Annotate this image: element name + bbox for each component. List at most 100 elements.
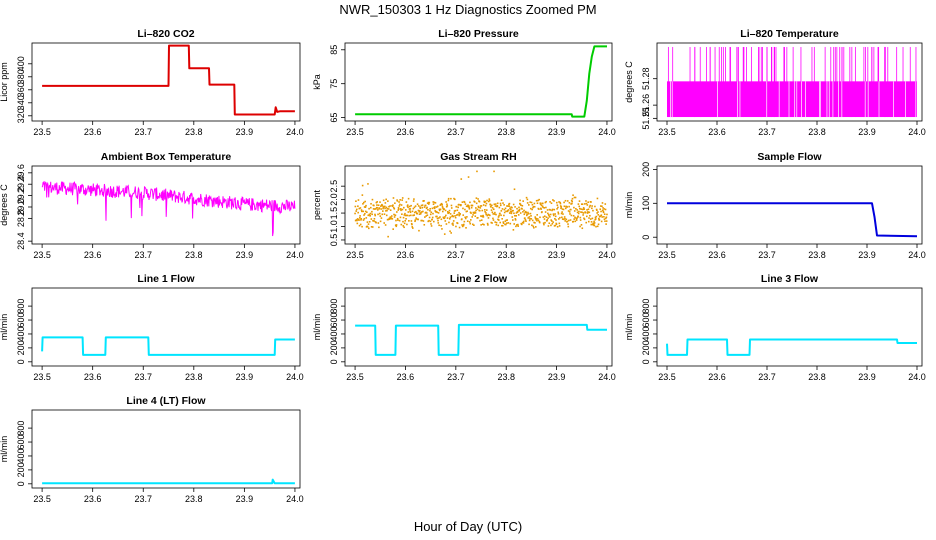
data-point	[354, 212, 356, 215]
y-tick-label: 0	[641, 235, 651, 240]
y-tick-label: 0	[16, 359, 26, 364]
data-point	[362, 210, 365, 213]
data-point	[475, 197, 478, 199]
data-point	[376, 201, 379, 203]
data-point	[396, 200, 399, 202]
data-point	[582, 208, 584, 211]
data-point	[357, 211, 359, 214]
data-point	[368, 213, 371, 216]
data-point	[382, 210, 384, 212]
x-tick-label: 24.0	[908, 127, 926, 137]
x-tick-label: 23.5	[346, 372, 364, 382]
panel-10: Line 4 (LT) Flow ml/min 23.5 23.6 23.7 23.8 23…	[0, 395, 304, 504]
data-point	[364, 200, 366, 203]
x-tick-label: 23.9	[236, 494, 254, 504]
data-point	[559, 201, 561, 204]
data-point	[527, 212, 530, 215]
data-point	[535, 199, 538, 202]
data-point	[503, 204, 505, 206]
data-point	[494, 205, 497, 207]
data-point	[584, 203, 586, 205]
x-tick-label: 23.5	[346, 127, 364, 137]
data-point	[508, 202, 511, 205]
data-point	[397, 219, 399, 222]
data-point	[395, 225, 398, 228]
data-point	[383, 205, 386, 208]
data-point	[379, 215, 382, 217]
data-point	[552, 199, 554, 201]
data-point	[515, 225, 517, 228]
data-point	[406, 205, 409, 207]
data-point	[601, 216, 603, 218]
y-tick-label: 600	[641, 313, 651, 328]
data-point	[494, 221, 496, 223]
y-axis-label: percent	[312, 189, 322, 220]
data-point	[397, 209, 400, 211]
data-point	[426, 214, 429, 216]
data-point	[460, 178, 463, 180]
data-point	[509, 222, 512, 225]
data-point	[585, 221, 588, 224]
data-point	[600, 214, 603, 217]
y-tick-label: 29.2	[16, 187, 26, 205]
data-point	[604, 220, 606, 222]
data-point	[553, 200, 555, 202]
data-point	[473, 212, 476, 214]
data-point	[600, 220, 603, 223]
data-point	[476, 208, 479, 211]
data-point	[547, 212, 549, 215]
data-point	[521, 204, 524, 207]
data-point	[411, 223, 413, 226]
data-point	[468, 206, 470, 209]
data-point	[448, 211, 451, 214]
data-point	[543, 223, 545, 226]
data-point	[393, 216, 396, 218]
data-point	[482, 204, 485, 206]
data-point	[510, 210, 513, 213]
data-point	[526, 198, 529, 201]
data-point	[423, 206, 426, 208]
data-point	[411, 210, 414, 213]
data-point	[408, 220, 410, 222]
data-point	[366, 225, 369, 228]
data-point	[363, 217, 366, 220]
data-series-line	[667, 202, 918, 238]
data-point	[599, 205, 602, 207]
data-point	[594, 218, 597, 220]
data-point	[427, 203, 430, 205]
data-point	[487, 224, 489, 226]
x-tick-label: 23.9	[548, 250, 566, 260]
data-point	[453, 210, 456, 212]
data-point	[360, 219, 362, 221]
y-tick-label: 100	[641, 196, 651, 211]
y-tick-label: 340	[16, 95, 26, 110]
y-tick-label: 0	[641, 359, 651, 364]
data-point	[568, 211, 571, 213]
data-point	[425, 207, 428, 210]
data-point	[499, 221, 502, 224]
data-point	[466, 210, 468, 213]
data-point	[417, 218, 419, 221]
panel-title: Sample Flow	[757, 151, 822, 163]
data-point	[490, 209, 493, 211]
data-point	[524, 211, 526, 214]
data-point	[453, 212, 456, 214]
data-point	[474, 215, 477, 218]
data-point	[523, 209, 525, 212]
x-tick-label: 23.6	[708, 372, 726, 382]
data-point	[399, 199, 401, 201]
data-point	[544, 201, 547, 204]
data-point	[596, 225, 599, 228]
data-point	[371, 226, 374, 228]
data-point	[420, 219, 422, 222]
figure-title: NWR_150303 1 Hz Diagnostics Zoomed PM	[339, 2, 596, 17]
data-point	[517, 209, 520, 212]
data-point	[587, 208, 590, 211]
data-point	[518, 206, 520, 209]
data-point	[398, 219, 401, 222]
x-axis-label: Hour of Day (UTC)	[414, 519, 522, 534]
data-point	[581, 211, 583, 214]
data-point	[468, 207, 471, 210]
plot-frame	[656, 165, 923, 245]
data-point	[603, 208, 605, 210]
